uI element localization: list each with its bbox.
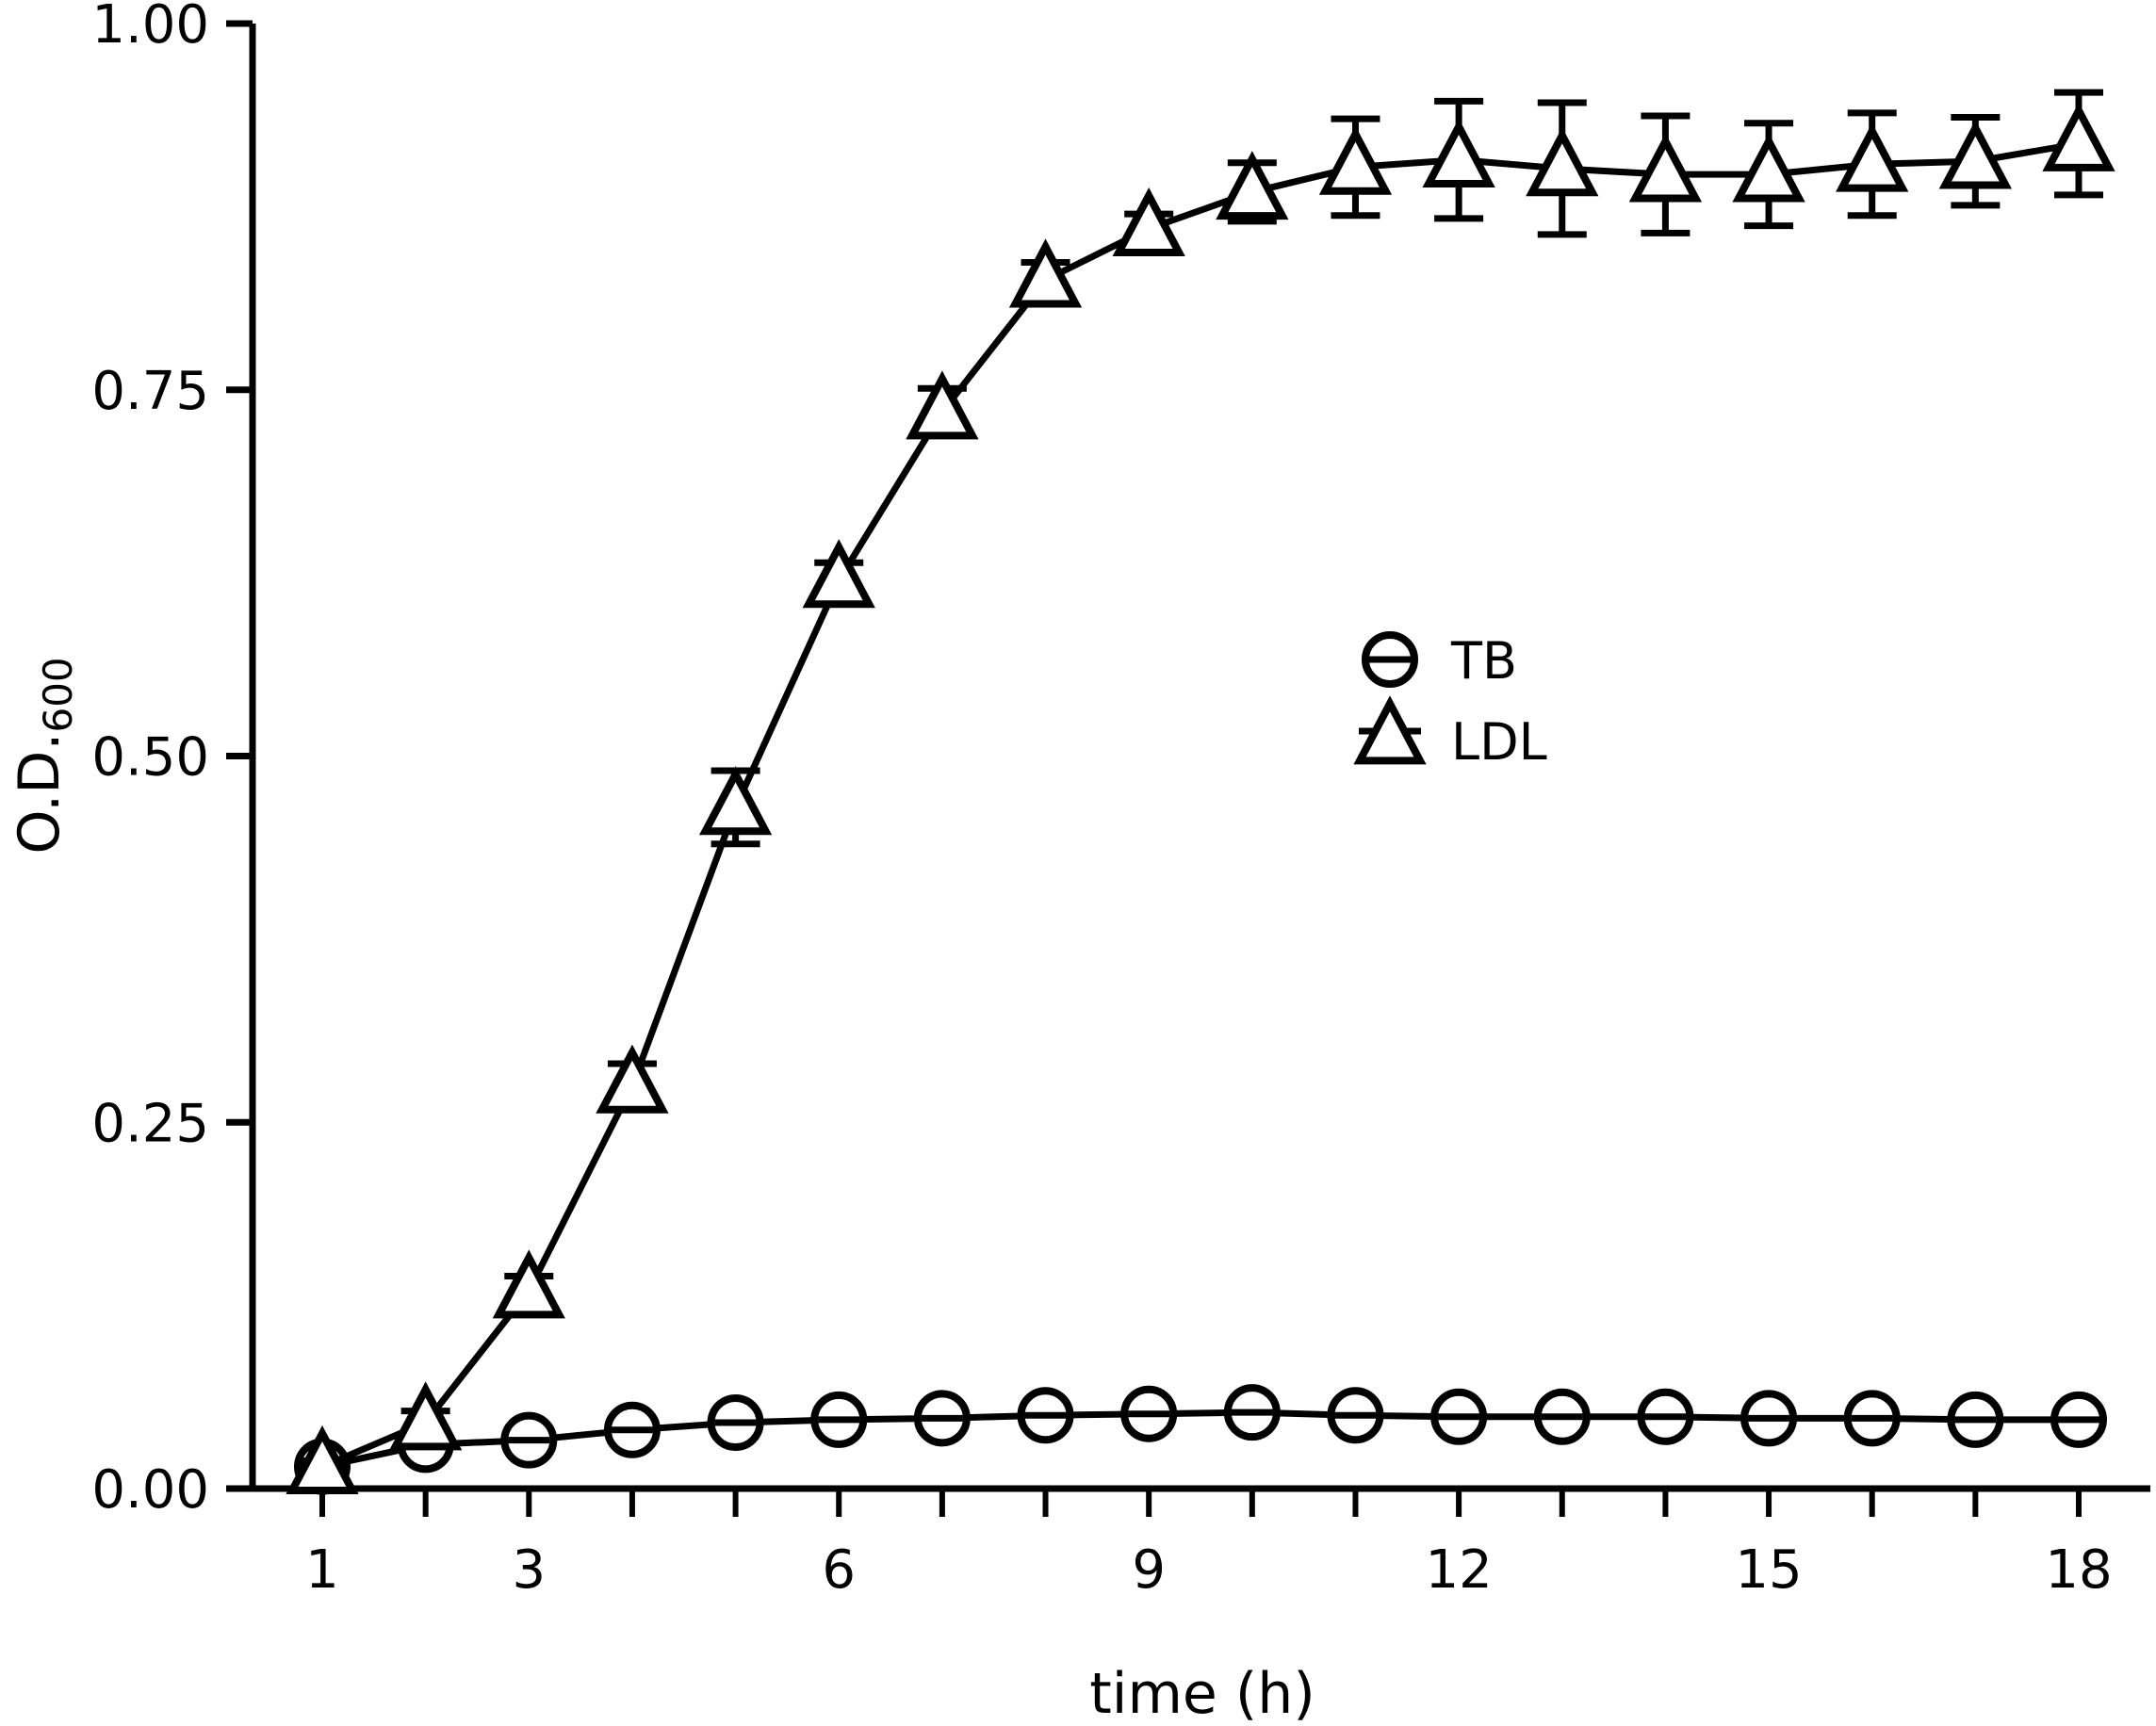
legend-marker-circle (1362, 631, 1418, 688)
series-layer (286, 89, 2115, 1495)
data-point-triangle (2042, 102, 2115, 171)
data-point-triangle (1318, 125, 1393, 195)
x-axis-title: time (h) (1089, 1661, 1315, 1726)
data-point-triangle (1422, 118, 1495, 187)
legend-marker-triangle (1353, 695, 1427, 765)
data-point-triangle (802, 539, 875, 609)
series-line-tb (321, 1408, 2079, 1471)
y-tick-label: 1.00 (91, 0, 209, 56)
y-tick-label: 0.00 (91, 1459, 209, 1521)
series-tb (294, 1384, 2107, 1495)
x-tick-label: 1 (305, 1539, 339, 1601)
x-tick-label: 9 (1132, 1539, 1166, 1601)
data-point-triangle (1836, 122, 1909, 192)
x-tick-label: 15 (1735, 1539, 1802, 1601)
x-tick-label: 18 (2045, 1539, 2112, 1601)
data-point-triangle (1732, 133, 1805, 203)
x-tick-label: 3 (512, 1539, 546, 1601)
y-axis-title-subscript: 600 (35, 657, 81, 732)
y-tick-label: 0.25 (91, 1093, 209, 1154)
series-line-ldl (320, 140, 2080, 1470)
y-axis-title-main: O.D. (7, 733, 73, 855)
data-point-triangle (1628, 133, 1703, 203)
legend-label-ldl: LDL (1451, 712, 1547, 772)
y-ticks: 0.00 0.25 0.50 0.75 1.00 (91, 0, 253, 1521)
data-point-triangle (1526, 127, 1599, 197)
data-point-triangle (389, 1381, 463, 1451)
legend-label-tb: TB (1450, 631, 1517, 691)
x-tick-label: 6 (822, 1539, 856, 1601)
data-point-triangle (596, 1044, 669, 1114)
data-point-triangle (698, 766, 773, 836)
data-point-triangle (1938, 120, 2012, 189)
x-tick-label: 12 (1425, 1539, 1492, 1601)
data-point-triangle (906, 370, 979, 440)
y-axis-title-text: O.D.600 (7, 657, 81, 854)
legend: TB LDL (1353, 631, 1547, 772)
data-point-triangle (1112, 187, 1185, 257)
data-point-triangle (1008, 238, 1083, 308)
y-axis-title: O.D.600 (7, 657, 81, 854)
x-ticks: 1 3 6 9 12 15 18 (305, 1489, 2113, 1601)
y-tick-label: 0.75 (91, 361, 209, 422)
legend-symbol-triangle (1353, 695, 1427, 765)
data-point-triangle (492, 1249, 565, 1319)
y-tick-label: 0.50 (91, 727, 209, 789)
series-ldl (286, 89, 2115, 1495)
data-point-triangle (1216, 151, 1289, 220)
data-point-triangle (286, 1425, 359, 1495)
legend-item-tb: TB (1362, 631, 1517, 691)
legend-item-ldl: LDL (1353, 695, 1547, 772)
